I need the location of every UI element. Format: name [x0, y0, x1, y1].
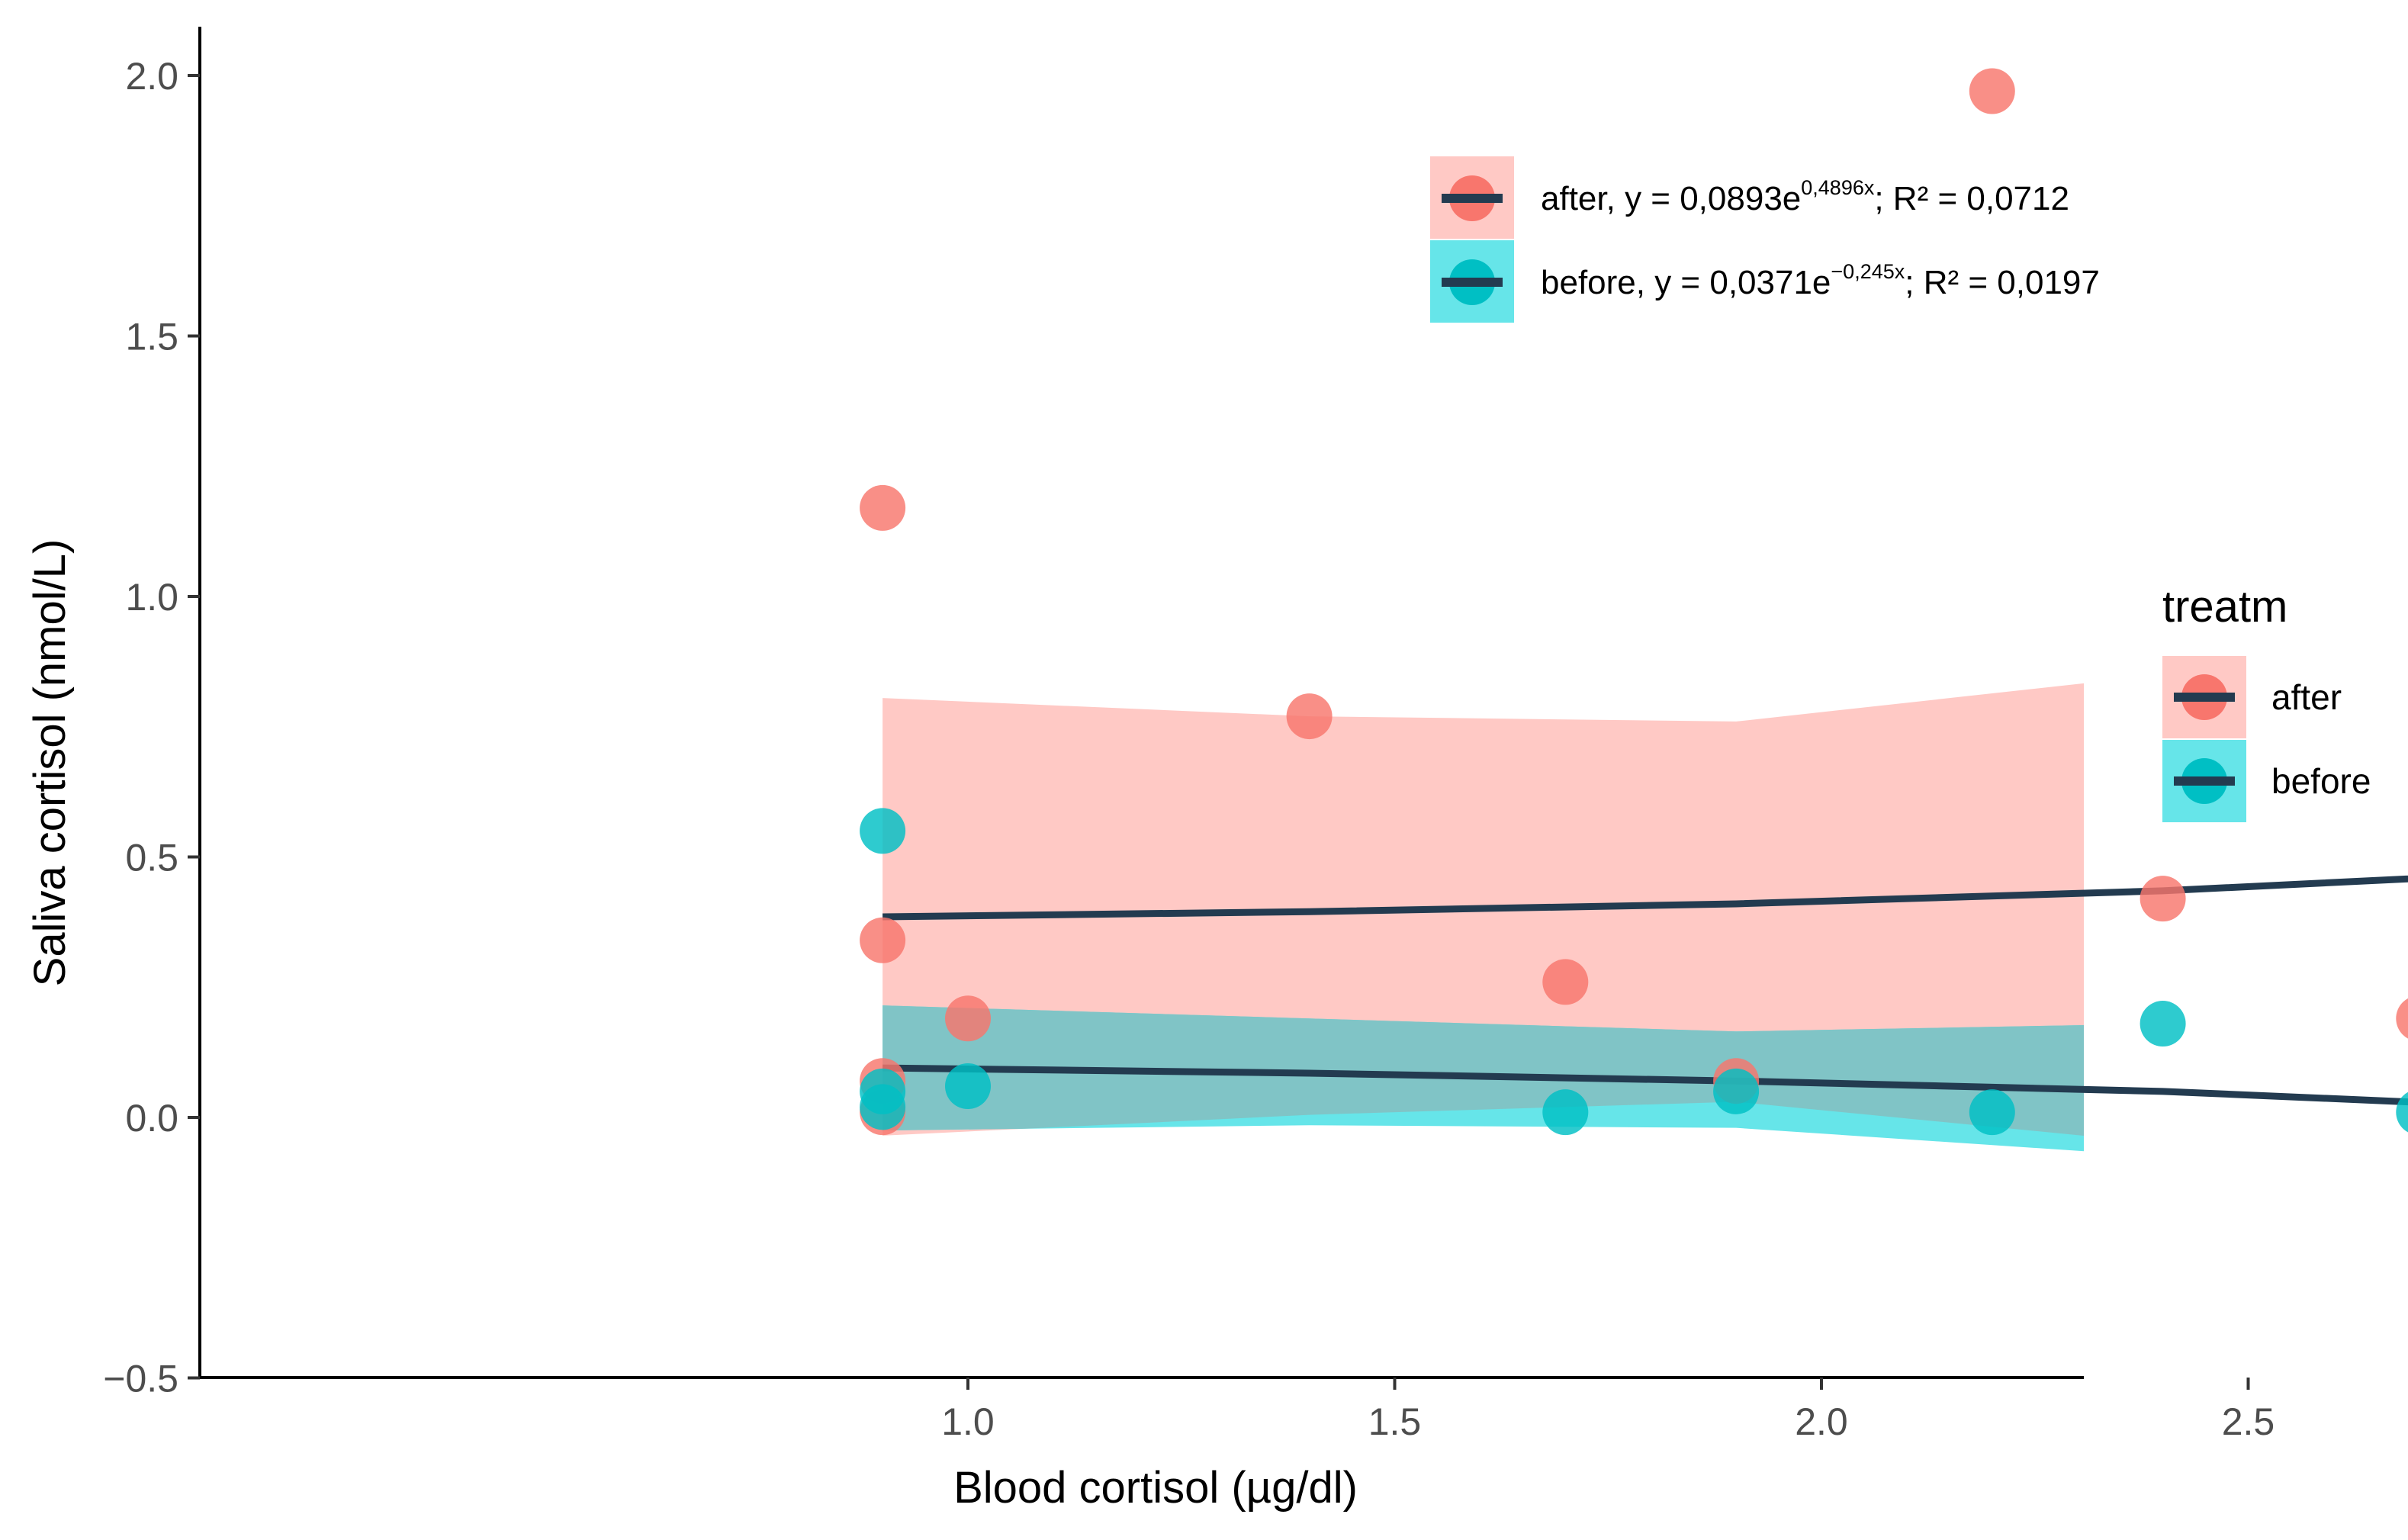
point-before-3 [945, 1063, 991, 1110]
point-before-4 [1542, 1089, 1589, 1136]
inset-legend-label-before: before, y = 0,0371e [1541, 264, 1831, 301]
y-tick-label-5: 2.0 [125, 55, 178, 98]
y-axis-title: Saliva cortisol (nmol/L) [25, 539, 75, 987]
y-tick-label-1: 0.0 [125, 1097, 178, 1140]
point-before-5 [1713, 1068, 1760, 1114]
axes [198, 27, 2084, 1379]
confidence-band-overlap [883, 984, 2084, 1233]
inset-legend-label-after: after, y = 0,0893e [1541, 180, 1801, 217]
point-after-9 [2140, 876, 2186, 922]
inset-legend-r2-after: ; R² = 0,0712 [1874, 180, 2069, 217]
point-before-0 [860, 808, 906, 854]
y-tick-label-4: 1.5 [125, 316, 178, 358]
confidence-bands [883, 683, 2084, 1233]
confidence-band-after [883, 683, 2084, 1137]
inset-legend-entry-after: after, y = 0,0893e0,4896x; R² = 0,0712 [1430, 156, 2069, 239]
legend: treatm after before [2162, 582, 2371, 822]
point-before-8 [2396, 1092, 2408, 1133]
point-before-2 [860, 1084, 906, 1130]
x-tick-label-3: 2.5 [2222, 1400, 2275, 1443]
legend-entry-after: after [2162, 656, 2342, 738]
point-after-4 [945, 995, 991, 1042]
legend-entry-before: before [2162, 740, 2371, 822]
point-after-5 [1286, 693, 1333, 740]
inset-legend-r2-before: ; R² = 0,0197 [1905, 264, 2100, 301]
point-after-0 [860, 484, 906, 531]
inset-legend: after, y = 0,0893e0,4896x; R² = 0,0712 b… [1430, 156, 2100, 323]
data-points [860, 68, 2408, 1136]
point-before-7 [2140, 1001, 2186, 1047]
point-after-6 [1542, 959, 1589, 1005]
x-tick-label-0: 1.0 [941, 1400, 995, 1443]
ticks: 1.01.52.02.53.0−0.50.00.51.01.52.0 [103, 55, 2275, 1443]
point-after-8 [1969, 68, 2015, 114]
x-tick-label-2: 2.0 [1795, 1400, 1848, 1443]
legend-title: treatm [2162, 582, 2287, 632]
inset-legend-exponent-before: −0,245x [1831, 260, 1905, 283]
x-tick-label-1: 1.5 [1368, 1400, 1422, 1443]
y-tick-label-0: −0.5 [103, 1358, 178, 1400]
point-before-6 [1969, 1089, 2015, 1136]
svg-text:after, y = 0,0893e0,4896x; R²: after, y = 0,0893e0,4896x; R² = 0,0712 [1541, 176, 2069, 217]
svg-text:before, y = 0,0371e−0,245x; R²: before, y = 0,0371e−0,245x; R² = 0,0197 [1541, 260, 2100, 301]
y-tick-label-2: 0.5 [125, 837, 178, 879]
legend-label-after: after [2271, 677, 2342, 717]
y-tick-label-3: 1.0 [125, 576, 178, 619]
x-axis-title: Blood cortisol (µg/dl) [953, 1463, 1358, 1513]
fit-line-after [883, 875, 2408, 921]
inset-legend-exponent-after: 0,4896x [1801, 176, 1875, 199]
point-after-1 [860, 917, 906, 963]
point-after-10 [2396, 998, 2408, 1039]
inset-legend-entry-before: before, y = 0,0371e−0,245x; R² = 0,0197 [1430, 240, 2100, 323]
legend-label-before: before [2271, 761, 2371, 801]
